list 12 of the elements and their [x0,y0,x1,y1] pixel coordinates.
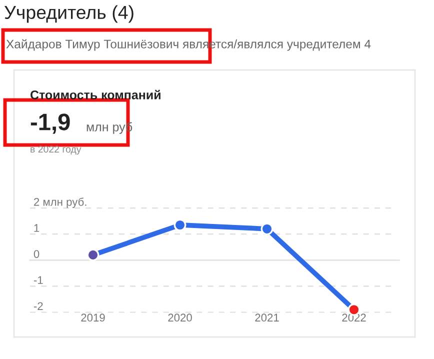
y-tick-label: 2 млн руб. [34,198,86,208]
annotation: -1,9 [30,114,70,134]
y-tick-label: -1 [34,276,43,284]
y-tick-label: -2 [34,302,43,310]
x-tick-label: 2019 [81,314,105,322]
y-tick-label: 0 [34,250,40,258]
annotation: в 2022 году [30,146,82,155]
text: Стоимость компаний [30,90,160,100]
y-tick-label: 1 [34,224,40,232]
text: Учредитель (4) [4,5,134,23]
x-tick-label: 2021 [255,314,279,322]
x-tick-label: 2020 [168,314,192,322]
